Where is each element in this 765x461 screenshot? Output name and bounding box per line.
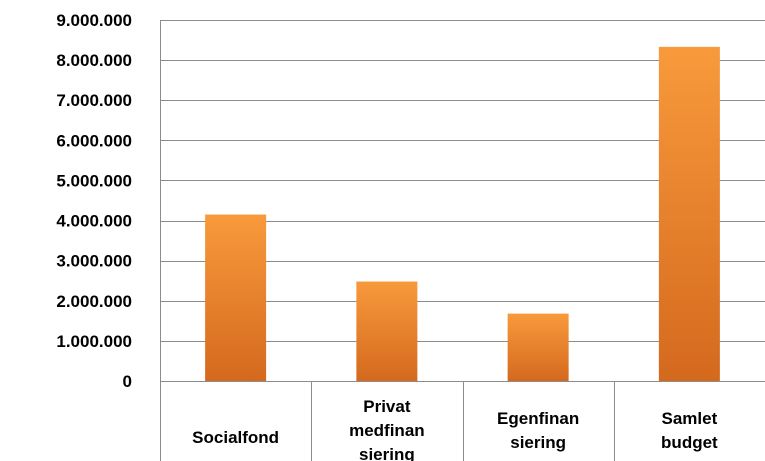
y-tick-label-5: 5.000.000: [56, 171, 132, 190]
y-tick-label-9: 9.000.000: [56, 11, 132, 30]
x-category-label-3-line-1: budget: [661, 433, 718, 452]
y-tick-label-6: 6.000.000: [56, 131, 132, 150]
y-tick-label-7: 7.000.000: [56, 91, 132, 110]
x-category-label-1-line-2: siering: [359, 445, 415, 461]
y-axis-tick-labels: 0 1.000.000 2.000.000 3.000.000 4.000.000 5.0…: [56, 11, 132, 391]
x-category-label-0-line-0: Socialfond: [192, 428, 279, 447]
x-axis-category-labels: Socialfond Privat medfinan siering Egenfinan…: [192, 397, 718, 461]
bar-3: [658, 46, 720, 381]
bar-2: [507, 313, 569, 381]
y-tick-label-1: 1.000.000: [56, 332, 132, 351]
y-tick-label-2: 2.000.000: [56, 292, 132, 311]
x-category-label-2-line-0: Egenfinan: [497, 409, 579, 428]
bars: [205, 46, 720, 381]
axes: [160, 20, 765, 461]
x-category-label-2-line-1: siering: [510, 433, 566, 452]
x-category-label-3-line-0: Samlet: [662, 409, 718, 428]
bar-1: [356, 281, 418, 381]
x-category-label-1-line-1: medfinan: [349, 421, 425, 440]
y-tick-label-3: 3.000.000: [56, 252, 132, 271]
bar-0: [205, 214, 267, 381]
x-category-label-1-line-0: Privat: [363, 397, 411, 416]
y-tick-label-8: 8.000.000: [56, 51, 132, 70]
y-tick-label-0: 0: [123, 372, 132, 391]
y-tick-label-4: 4.000.000: [56, 212, 132, 231]
